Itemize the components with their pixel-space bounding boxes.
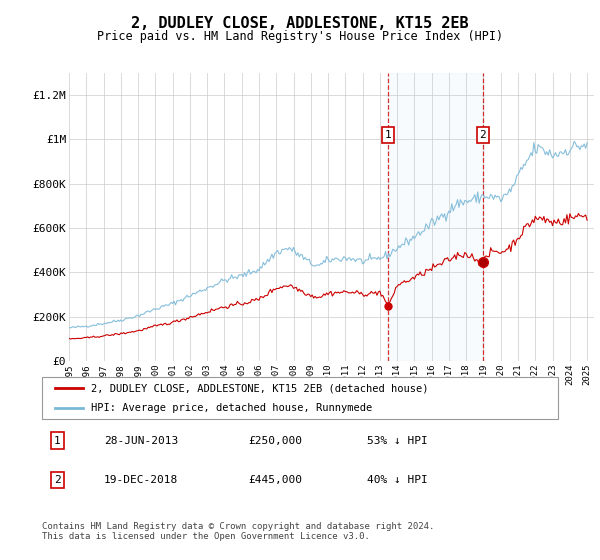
- FancyBboxPatch shape: [42, 377, 558, 419]
- Text: Contains HM Land Registry data © Crown copyright and database right 2024.
This d: Contains HM Land Registry data © Crown c…: [42, 522, 434, 542]
- Text: 1: 1: [54, 436, 61, 446]
- Text: 40% ↓ HPI: 40% ↓ HPI: [367, 475, 428, 485]
- Text: £250,000: £250,000: [248, 436, 302, 446]
- Text: 1: 1: [385, 130, 392, 140]
- Text: £445,000: £445,000: [248, 475, 302, 485]
- Text: 2, DUDLEY CLOSE, ADDLESTONE, KT15 2EB: 2, DUDLEY CLOSE, ADDLESTONE, KT15 2EB: [131, 16, 469, 31]
- Text: 53% ↓ HPI: 53% ↓ HPI: [367, 436, 428, 446]
- Text: 28-JUN-2013: 28-JUN-2013: [104, 436, 178, 446]
- Text: 2, DUDLEY CLOSE, ADDLESTONE, KT15 2EB (detached house): 2, DUDLEY CLOSE, ADDLESTONE, KT15 2EB (d…: [91, 383, 428, 393]
- Text: 2: 2: [54, 475, 61, 485]
- Text: 19-DEC-2018: 19-DEC-2018: [104, 475, 178, 485]
- Bar: [388, 73, 483, 361]
- Text: 2: 2: [479, 130, 486, 140]
- Text: HPI: Average price, detached house, Runnymede: HPI: Average price, detached house, Runn…: [91, 403, 372, 413]
- Text: Price paid vs. HM Land Registry's House Price Index (HPI): Price paid vs. HM Land Registry's House …: [97, 30, 503, 43]
